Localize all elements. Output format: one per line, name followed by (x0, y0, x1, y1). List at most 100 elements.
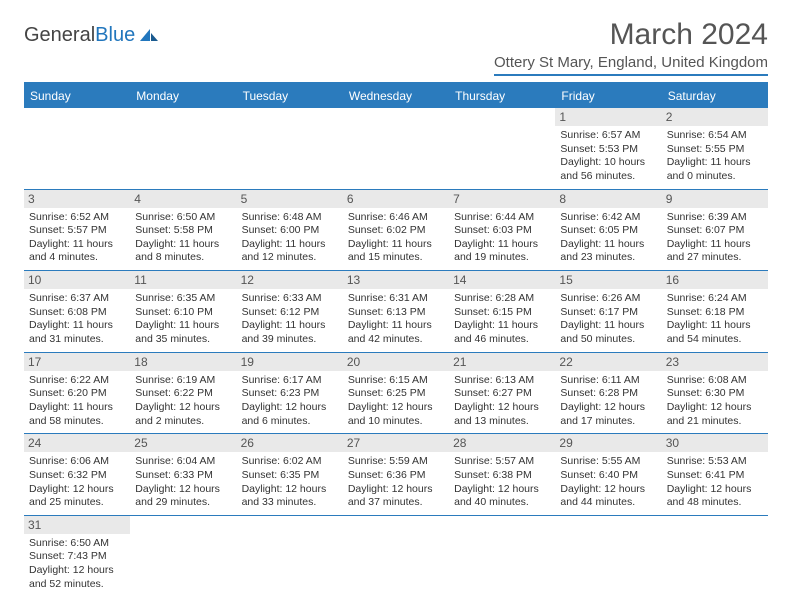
day-cell: 10Sunrise: 6:37 AMSunset: 6:08 PMDayligh… (24, 271, 130, 353)
sunrise-text: Sunrise: 6:39 AM (667, 211, 763, 225)
day-details: Sunrise: 6:26 AMSunset: 6:17 PMDaylight:… (560, 292, 656, 347)
sunrise-text: Sunrise: 6:35 AM (135, 292, 231, 306)
sunset-text: Sunset: 6:28 PM (560, 387, 656, 401)
sunset-text: Sunset: 6:38 PM (454, 469, 550, 483)
day-cell: 24Sunrise: 6:06 AMSunset: 6:32 PMDayligh… (24, 434, 130, 516)
day-number: 29 (555, 434, 661, 452)
daylight-text: Daylight: 12 hours and 21 minutes. (667, 401, 763, 428)
daylight-text: Daylight: 12 hours and 48 minutes. (667, 483, 763, 510)
day-number: 13 (343, 271, 449, 289)
daylight-text: Daylight: 12 hours and 10 minutes. (348, 401, 444, 428)
empty-cell (555, 515, 661, 596)
day-number: 7 (449, 190, 555, 208)
daylight-text: Daylight: 11 hours and 46 minutes. (454, 319, 550, 346)
sunrise-text: Sunrise: 6:13 AM (454, 374, 550, 388)
daylight-text: Daylight: 11 hours and 54 minutes. (667, 319, 763, 346)
column-header: Wednesday (343, 84, 449, 108)
day-cell: 11Sunrise: 6:35 AMSunset: 6:10 PMDayligh… (130, 271, 236, 353)
sunset-text: Sunset: 6:33 PM (135, 469, 231, 483)
day-details: Sunrise: 6:17 AMSunset: 6:23 PMDaylight:… (242, 374, 338, 429)
day-details: Sunrise: 6:22 AMSunset: 6:20 PMDaylight:… (29, 374, 125, 429)
empty-cell (130, 515, 236, 596)
day-number: 8 (555, 190, 661, 208)
day-cell: 19 Sunrise: 6:17 AMSunset: 6:23 PMDayligh… (237, 352, 343, 434)
daylight-text: Daylight: 12 hours and 37 minutes. (348, 483, 444, 510)
daylight-text: Daylight: 12 hours and 29 minutes. (135, 483, 231, 510)
day-number: 31 (24, 516, 130, 534)
day-number: 6 (343, 190, 449, 208)
sunrise-text: Sunrise: 6:31 AM (348, 292, 444, 306)
calendar-row: 1Sunrise: 6:57 AMSunset: 5:53 PMDaylight… (24, 108, 768, 189)
sunrise-text: Sunrise: 6:19 AM (135, 374, 231, 388)
day-details: Sunrise: 6:28 AMSunset: 6:15 PMDaylight:… (454, 292, 550, 347)
column-header: Thursday (449, 84, 555, 108)
sunset-text: Sunset: 6:15 PM (454, 306, 550, 320)
day-cell: 26Sunrise: 6:02 AMSunset: 6:35 PMDayligh… (237, 434, 343, 516)
sunrise-text: Sunrise: 6:37 AM (29, 292, 125, 306)
day-details: Sunrise: 6:31 AMSunset: 6:13 PMDaylight:… (348, 292, 444, 347)
day-number: 26 (237, 434, 343, 452)
daylight-text: Daylight: 11 hours and 8 minutes. (135, 238, 231, 265)
sunrise-text: Sunrise: 6:02 AM (242, 455, 338, 469)
daylight-text: Daylight: 11 hours and 35 minutes. (135, 319, 231, 346)
empty-cell (662, 515, 768, 596)
sunset-text: Sunset: 5:55 PM (667, 143, 763, 157)
daylight-text: Daylight: 11 hours and 42 minutes. (348, 319, 444, 346)
calendar-table: SundayMondayTuesdayWednesdayThursdayFrid… (24, 84, 768, 596)
day-cell: 23Sunrise: 6:08 AMSunset: 6:30 PMDayligh… (662, 352, 768, 434)
day-number: 27 (343, 434, 449, 452)
sunrise-text: Sunrise: 5:59 AM (348, 455, 444, 469)
daylight-text: Daylight: 11 hours and 31 minutes. (29, 319, 125, 346)
day-details: Sunrise: 6:33 AMSunset: 6:12 PMDaylight:… (242, 292, 338, 347)
empty-cell (449, 108, 555, 189)
day-number: 15 (555, 271, 661, 289)
day-cell: 25Sunrise: 6:04 AMSunset: 6:33 PMDayligh… (130, 434, 236, 516)
day-number: 25 (130, 434, 236, 452)
day-number: 19 (237, 353, 343, 371)
day-details: Sunrise: 6:37 AMSunset: 6:08 PMDaylight:… (29, 292, 125, 347)
day-details: Sunrise: 6:08 AMSunset: 6:30 PMDaylight:… (667, 374, 763, 429)
sunset-text: Sunset: 6:20 PM (29, 387, 125, 401)
sunset-text: Sunset: 6:30 PM (667, 387, 763, 401)
sunrise-text: Sunrise: 6:24 AM (667, 292, 763, 306)
day-details: Sunrise: 6:57 AMSunset: 5:53 PMDaylight:… (560, 129, 656, 184)
day-number: 14 (449, 271, 555, 289)
sunrise-text: Sunrise: 6:26 AM (560, 292, 656, 306)
day-details: Sunrise: 6:15 AMSunset: 6:25 PMDaylight:… (348, 374, 444, 429)
sunset-text: Sunset: 6:27 PM (454, 387, 550, 401)
calendar-row: 31Sunrise: 6:50 AMSunset: 7:43 PMDayligh… (24, 515, 768, 596)
daylight-text: Daylight: 12 hours and 33 minutes. (242, 483, 338, 510)
calendar-row: 10Sunrise: 6:37 AMSunset: 6:08 PMDayligh… (24, 271, 768, 353)
sunrise-text: Sunrise: 6:50 AM (135, 211, 231, 225)
sunset-text: Sunset: 6:02 PM (348, 224, 444, 238)
day-details: Sunrise: 6:46 AMSunset: 6:02 PMDaylight:… (348, 211, 444, 266)
sunrise-text: Sunrise: 5:57 AM (454, 455, 550, 469)
sunrise-text: Sunrise: 6:52 AM (29, 211, 125, 225)
day-number: 17 (24, 353, 130, 371)
day-details: Sunrise: 5:53 AMSunset: 6:41 PMDaylight:… (667, 455, 763, 510)
daylight-text: Daylight: 12 hours and 6 minutes. (242, 401, 338, 428)
logo-text-2: Blue (95, 24, 135, 47)
empty-cell (237, 108, 343, 189)
daylight-text: Daylight: 12 hours and 25 minutes. (29, 483, 125, 510)
day-cell: 15 Sunrise: 6:26 AMSunset: 6:17 PMDayligh… (555, 271, 661, 353)
sunrise-text: Sunrise: 6:48 AM (242, 211, 338, 225)
sunset-text: Sunset: 6:08 PM (29, 306, 125, 320)
daylight-text: Daylight: 12 hours and 17 minutes. (560, 401, 656, 428)
day-cell: 30Sunrise: 5:53 AMSunset: 6:41 PMDayligh… (662, 434, 768, 516)
day-details: Sunrise: 5:59 AMSunset: 6:36 PMDaylight:… (348, 455, 444, 510)
daylight-text: Daylight: 11 hours and 23 minutes. (560, 238, 656, 265)
calendar-row: 3Sunrise: 6:52 AMSunset: 5:57 PMDaylight… (24, 189, 768, 271)
day-details: Sunrise: 6:24 AMSunset: 6:18 PMDaylight:… (667, 292, 763, 347)
day-number: 22 (555, 353, 661, 371)
day-details: Sunrise: 6:35 AMSunset: 6:10 PMDaylight:… (135, 292, 231, 347)
day-number: 2 (662, 108, 768, 126)
day-number: 9 (662, 190, 768, 208)
daylight-text: Daylight: 12 hours and 2 minutes. (135, 401, 231, 428)
daylight-text: Daylight: 12 hours and 52 minutes. (29, 564, 125, 591)
empty-cell (130, 108, 236, 189)
daylight-text: Daylight: 10 hours and 56 minutes. (560, 156, 656, 183)
daylight-text: Daylight: 11 hours and 4 minutes. (29, 238, 125, 265)
day-number: 16 (662, 271, 768, 289)
day-cell: 4Sunrise: 6:50 AMSunset: 5:58 PMDaylight… (130, 189, 236, 271)
